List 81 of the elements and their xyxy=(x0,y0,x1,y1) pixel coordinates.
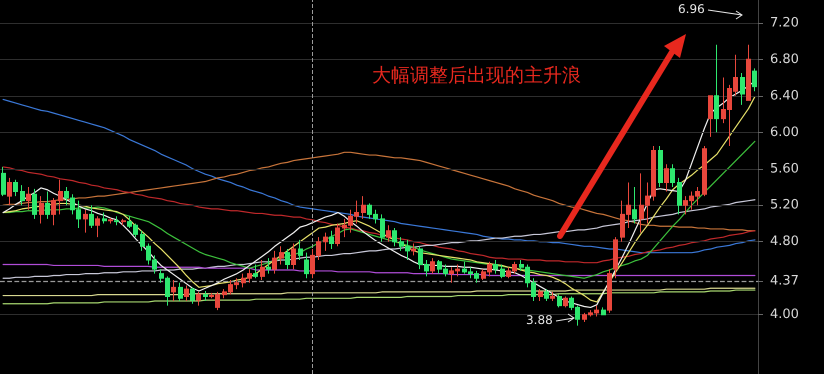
candlestick xyxy=(266,258,271,274)
candlestick xyxy=(670,164,675,188)
candlestick xyxy=(500,264,505,279)
y-tick-label: 4.80 xyxy=(770,234,799,250)
candlestick xyxy=(20,184,25,206)
candlestick xyxy=(83,209,88,234)
candlestick xyxy=(45,191,50,220)
candlestick xyxy=(108,218,113,224)
candlestick xyxy=(752,68,757,92)
candlestick xyxy=(380,214,385,242)
candlestick xyxy=(89,204,94,229)
candlestick xyxy=(253,264,258,279)
candlestick xyxy=(184,285,189,302)
candlestick xyxy=(298,239,303,260)
candlestick xyxy=(7,177,12,206)
y-tick-label: 6.80 xyxy=(770,52,799,67)
line-series xyxy=(2,288,756,296)
y-tick-label: 5.60 xyxy=(770,161,799,176)
line-series xyxy=(2,98,756,254)
candlestick xyxy=(361,196,366,220)
candlestick xyxy=(32,188,37,220)
candlestick xyxy=(178,282,183,302)
candlestick xyxy=(430,258,435,274)
candlestick xyxy=(58,179,63,215)
candlestick xyxy=(114,216,119,226)
candlestick xyxy=(272,250,277,274)
candlestick xyxy=(708,95,713,138)
candlestick xyxy=(658,145,663,188)
candlestick xyxy=(544,288,549,302)
candlestick xyxy=(279,246,284,266)
candlestick xyxy=(285,248,290,270)
candlestick xyxy=(51,197,56,226)
candlestick xyxy=(664,164,669,192)
y-tick-label: 5.20 xyxy=(770,198,799,213)
line-series xyxy=(2,289,756,304)
annotation: 6.96 xyxy=(678,2,705,16)
candlestick xyxy=(493,259,498,274)
candlestick xyxy=(1,166,6,197)
candlestick xyxy=(601,306,606,316)
candlestick xyxy=(335,222,340,247)
candlestick xyxy=(746,44,751,101)
candlestick xyxy=(260,259,265,281)
candlestick xyxy=(304,252,309,279)
candlestick xyxy=(613,236,618,279)
candlestick xyxy=(190,286,195,304)
candlestick xyxy=(13,179,18,197)
candlestick xyxy=(411,243,416,256)
candlestick xyxy=(26,186,31,210)
y-tick-label: 6.40 xyxy=(770,88,799,104)
candlestick xyxy=(196,291,201,306)
candlestick xyxy=(39,196,44,224)
candlestick xyxy=(121,218,126,226)
candlestick xyxy=(538,288,543,302)
candlestick xyxy=(102,212,107,224)
candlestick xyxy=(607,268,612,314)
y-tick-label: 4.00 xyxy=(770,307,799,322)
line-series xyxy=(2,152,756,232)
candlestick xyxy=(95,216,100,238)
candlestick xyxy=(171,280,176,302)
candlestick xyxy=(740,72,745,106)
annotation: 3.88 xyxy=(526,313,553,327)
annotation: 大幅调整后出现的主升浪 xyxy=(372,64,581,86)
candlestick xyxy=(677,177,682,215)
line-series xyxy=(2,264,756,276)
y-tick-label: 7.20 xyxy=(770,15,799,30)
line-series xyxy=(2,166,756,264)
candlestick xyxy=(550,291,555,302)
candlestick xyxy=(714,44,719,133)
candlestick xyxy=(563,296,568,308)
candlestick xyxy=(323,232,328,252)
candlestick xyxy=(632,186,637,224)
y-tick-label: 4.37 xyxy=(770,273,799,288)
candlestick xyxy=(386,224,391,242)
candlestick xyxy=(291,243,296,270)
candlestick xyxy=(702,145,707,197)
candlestick xyxy=(329,230,334,250)
candlestick xyxy=(557,294,562,308)
y-tick-label: 6.00 xyxy=(770,124,799,140)
candlestick xyxy=(392,228,397,247)
line-series xyxy=(2,199,756,279)
candlestick xyxy=(203,290,208,302)
